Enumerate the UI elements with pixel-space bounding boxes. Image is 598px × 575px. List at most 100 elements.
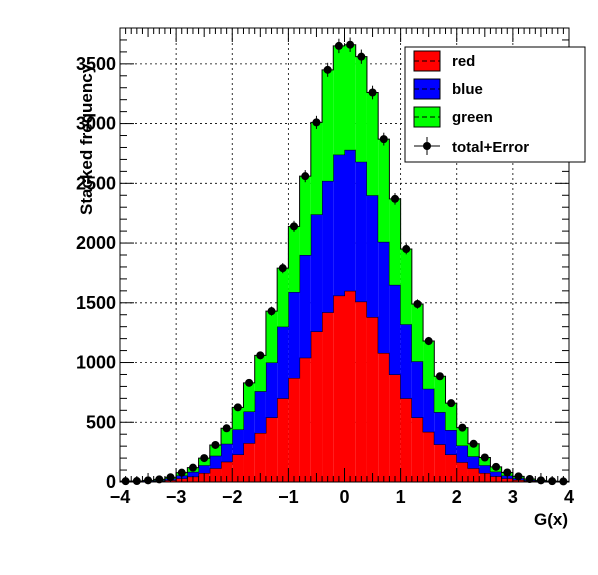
bar-green [389,198,401,285]
total-point [357,52,366,61]
bar-blue [344,149,356,291]
y-tick-label: 500 [86,412,116,432]
bar-green [434,376,446,413]
bar-green [456,427,468,446]
total-point [222,424,231,433]
bar-red [299,357,311,482]
bar-red [423,431,435,482]
x-tick-label: −3 [166,487,187,507]
legend-label-total: total+Error [452,139,529,156]
x-tick-label: 2 [452,487,462,507]
total-point [278,264,287,273]
y-tick-label: 2500 [76,173,116,193]
bar-blue [423,388,435,432]
bar-green [254,355,266,392]
y-axis-title: Stacked frequency [77,63,96,215]
bar-green [411,303,424,362]
y-tick-label: 3500 [76,54,116,74]
bar-blue [288,292,300,379]
bar-blue [232,429,244,455]
bar-red [310,331,323,482]
y-tick-label: 0 [106,472,116,492]
total-point [301,172,310,181]
bar-red [434,444,446,482]
bar-blue [209,455,222,469]
bar-red [411,417,424,482]
total-point [188,463,197,472]
bar-red [366,317,379,482]
total-point [256,351,265,360]
y-tick-label: 2000 [76,233,116,253]
x-tick-label: −2 [222,487,243,507]
y-tick-label: 1000 [76,353,116,373]
bar-red [288,378,300,482]
x-tick-label: 0 [339,487,349,507]
bar-red [265,417,278,482]
bar-blue [198,465,210,474]
bar-green [209,444,222,456]
total-point [177,468,186,477]
y-tick-label: 3000 [76,114,116,134]
total-point [334,41,343,50]
bar-red [209,468,222,482]
stacked-bars [119,44,570,483]
bar-green [221,428,233,444]
legend-marker-total [423,142,431,150]
bar-green [265,311,278,363]
bar-red [254,433,266,482]
bar-blue [456,445,468,463]
bar-red [355,301,367,482]
bar-blue [445,430,457,455]
bar-green [232,407,244,430]
bar-blue [479,465,491,474]
total-point [267,307,276,316]
bar-green [355,56,367,162]
total-point [402,245,411,254]
bar-blue [243,411,255,444]
bar-green [288,226,300,293]
bar-blue [467,456,480,469]
tick-labels: −4 −3 −2 −1 0 1 2 3 4 0 500 1000 1500 2000 2500 3000 350… [76,54,574,507]
total-point [289,222,298,231]
bar-green [277,268,289,327]
bar-red [378,352,390,482]
bar-red [344,290,356,482]
x-tick-label: −1 [278,487,299,507]
total-point [492,462,501,471]
total-point [368,88,377,97]
total-point [211,440,220,449]
total-point [391,194,400,203]
bar-blue [310,214,323,332]
bar-green [445,403,457,431]
bar-green [366,92,379,196]
total-point [503,468,512,477]
bar-blue [389,284,401,375]
bar-red [243,443,255,482]
total-point [323,65,332,74]
bar-blue [490,471,502,477]
bar-blue [221,443,233,462]
bar-blue [322,180,334,313]
bar-green [310,122,323,215]
bar-blue [299,255,311,358]
total-point [469,439,478,448]
total-point [200,454,209,463]
bar-red [232,454,244,482]
bar-red [400,398,412,482]
total-point [245,378,254,387]
total-point [480,453,489,462]
bar-blue [187,471,199,477]
bar-blue [434,412,446,445]
bar-blue [333,154,345,296]
bar-green [344,44,356,150]
x-tick-label: 4 [564,487,574,507]
bar-red [322,312,334,482]
bar-red [277,398,289,482]
bar-red [445,454,457,482]
x-tick-label: 3 [508,487,518,507]
legend-label-green: green [452,109,493,126]
total-point [424,337,433,346]
total-point [458,423,467,432]
x-tick-label: −4 [110,487,131,507]
